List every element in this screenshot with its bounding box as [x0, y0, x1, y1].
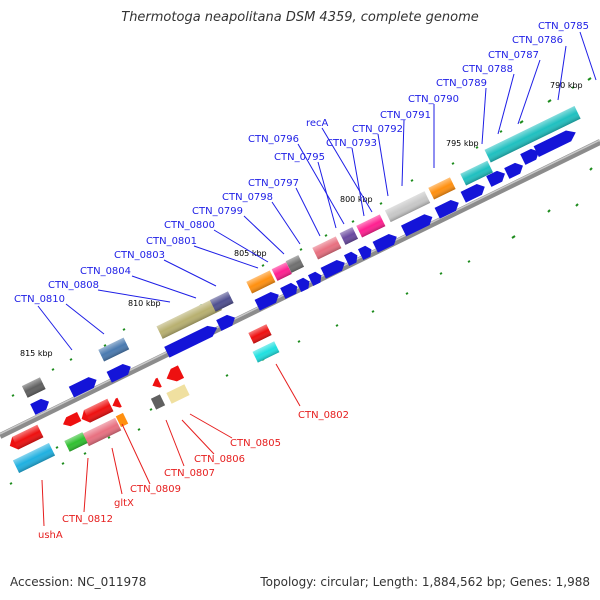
reverse-leaders [41, 363, 301, 527]
kbp-810: 810 kbp [128, 299, 161, 308]
label-ctn0801[interactable]: CTN_0801 [146, 236, 197, 247]
label-ctn0795[interactable]: CTN_0795 [274, 152, 325, 163]
gene-ctn0810[interactable] [21, 377, 46, 398]
gene-ctn0802[interactable] [248, 324, 272, 344]
forward-arrows [30, 130, 576, 415]
label-ctn0810[interactable]: CTN_0810 [14, 294, 65, 305]
label-ctn0789[interactable]: CTN_0789 [436, 78, 487, 89]
label-ctn0802[interactable]: CTN_0802 [298, 410, 349, 421]
forward-leaders [37, 31, 597, 351]
genome-info-text: Topology: circular; Length: 1,884,562 bp… [260, 575, 590, 589]
label-usha[interactable]: ushA [38, 530, 63, 541]
gene-ctn0812[interactable] [64, 432, 88, 452]
label-ctn0785[interactable]: CTN_0785 [538, 21, 589, 32]
gene-ctn0809[interactable] [79, 398, 114, 426]
label-ctn0788[interactable]: CTN_0788 [462, 64, 513, 75]
kbp-795: 795 kbp [446, 139, 479, 148]
forward-genes [98, 106, 581, 362]
label-ctn0805[interactable]: CTN_0805 [230, 438, 281, 449]
tick-track [9, 77, 593, 485]
label-reca[interactable]: recA [306, 118, 329, 129]
forward-labels: CTN_0785 CTN_0786 CTN_0787 CTN_0788 CTN_… [14, 21, 589, 305]
gene-ctn0807[interactable] [150, 394, 166, 410]
label-ctn0806[interactable]: CTN_0806 [194, 454, 245, 465]
label-ctn0803[interactable]: CTN_0803 [114, 250, 165, 261]
reverse-labels: CTN_0802 CTN_0805 CTN_0806 CTN_0807 CTN_… [38, 410, 349, 541]
label-ctn0786[interactable]: CTN_0786 [512, 35, 563, 46]
accession-text: Accession: NC_011978 [10, 575, 147, 589]
label-ctn0799[interactable]: CTN_0799 [192, 206, 243, 217]
label-ctn0798[interactable]: CTN_0798 [222, 192, 273, 203]
reverse-genes [9, 324, 280, 474]
label-ctn0807[interactable]: CTN_0807 [164, 468, 215, 479]
label-ctn0790[interactable]: CTN_0790 [408, 94, 459, 105]
gene-ctn0806[interactable] [150, 377, 162, 390]
kbp-markers: 790 kbp 795 kbp 800 kbp 805 kbp 810 kbp … [20, 81, 583, 358]
kbp-805: 805 kbp [234, 249, 267, 258]
label-ctn0791[interactable]: CTN_0791 [380, 110, 431, 121]
gene-usha[interactable] [12, 442, 56, 474]
map-title: Thermotoga neapolitana DSM 4359, complet… [121, 10, 479, 25]
label-ctn0796[interactable]: CTN_0796 [248, 134, 299, 145]
label-ctn0793[interactable]: CTN_0793 [326, 138, 377, 149]
label-ctn0800[interactable]: CTN_0800 [164, 220, 215, 231]
kbp-800: 800 kbp [340, 195, 373, 204]
kbp-790: 790 kbp [550, 81, 583, 90]
gene-ctn0805[interactable] [164, 365, 185, 385]
gene-gltx[interactable] [82, 417, 122, 447]
label-ctn0809[interactable]: CTN_0809 [130, 484, 181, 495]
label-ctn0797[interactable]: CTN_0797 [248, 178, 299, 189]
label-ctn0808[interactable]: CTN_0808 [48, 280, 99, 291]
label-ctn0812[interactable]: CTN_0812 [62, 514, 113, 525]
kbp-815: 815 kbp [20, 349, 53, 358]
label-ctn0792[interactable]: CTN_0792 [352, 124, 403, 135]
label-gltx[interactable]: gltX [114, 498, 134, 509]
label-ctn0787[interactable]: CTN_0787 [488, 50, 539, 61]
label-ctn0804[interactable]: CTN_0804 [80, 266, 131, 277]
